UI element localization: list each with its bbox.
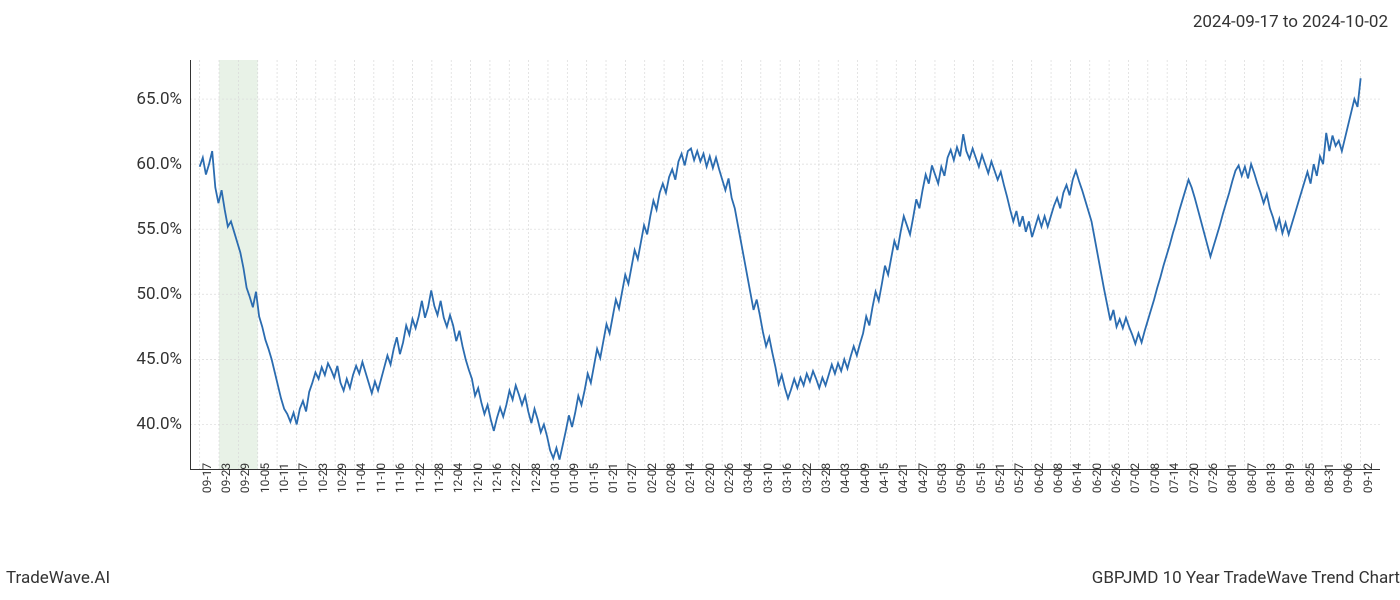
x-tick-label: 06-08 (1051, 463, 1065, 493)
y-tick-label: 45.0% (136, 349, 182, 369)
x-tick-label: 12-22 (509, 463, 523, 493)
x-tick-label: 08-13 (1264, 463, 1278, 493)
x-tick-label: 06-14 (1070, 463, 1084, 493)
x-tick-label: 11-10 (374, 463, 388, 493)
x-tick-label: 01-03 (548, 463, 562, 493)
y-tick-label: 50.0% (136, 284, 182, 304)
x-tick-label: 08-25 (1303, 463, 1317, 493)
x-tick-label: 04-03 (838, 463, 852, 493)
x-tick-label: 10-23 (316, 463, 330, 493)
x-tick-label: 03-22 (800, 463, 814, 493)
x-tick-label: 09-23 (219, 463, 233, 493)
x-tick-label: 07-26 (1206, 463, 1220, 493)
x-tick-label: 09-29 (238, 463, 252, 493)
plot-axes (190, 60, 1380, 470)
x-tick-label: 06-20 (1090, 463, 1104, 493)
x-tick-label: 01-15 (587, 463, 601, 493)
x-tick-label: 05-15 (974, 463, 988, 493)
x-tick-label: 03-28 (819, 463, 833, 493)
x-tick-label: 02-26 (722, 463, 736, 493)
x-tick-label: 10-05 (258, 463, 272, 493)
y-tick-label: 60.0% (136, 154, 182, 174)
x-tick-label: 11-28 (432, 463, 446, 493)
x-tick-label: 09-06 (1341, 463, 1355, 493)
y-tick-label: 55.0% (136, 219, 182, 239)
x-tick-label: 03-04 (741, 463, 755, 493)
x-tick-label: 12-04 (451, 463, 465, 493)
x-tick-label: 11-04 (354, 463, 368, 493)
chart-caption: GBPJMD 10 Year TradeWave Trend Chart (1092, 568, 1400, 588)
x-tick-label: 01-09 (567, 463, 581, 493)
x-tick-label: 09-12 (1361, 463, 1375, 493)
x-tick-label: 04-09 (858, 463, 872, 493)
y-tick-label: 40.0% (136, 414, 182, 434)
x-tick-label: 10-11 (277, 463, 291, 493)
date-range-label: 2024-09-17 to 2024-10-02 (1193, 12, 1388, 32)
x-tick-label: 07-02 (1128, 463, 1142, 493)
x-tick-label: 10-29 (335, 463, 349, 493)
x-tick-label: 04-21 (896, 463, 910, 493)
x-tick-label: 03-16 (780, 463, 794, 493)
x-tick-label: 02-14 (683, 463, 697, 493)
x-tick-label: 02-02 (645, 463, 659, 493)
x-tick-label: 04-27 (916, 463, 930, 493)
x-tick-label: 07-14 (1167, 463, 1181, 493)
x-tick-label: 08-31 (1322, 463, 1336, 493)
x-tick-label: 08-19 (1283, 463, 1297, 493)
x-tick-label: 05-03 (935, 463, 949, 493)
x-tick-label: 12-16 (490, 463, 504, 493)
x-tick-label: 12-10 (471, 463, 485, 493)
x-tick-label: 05-27 (1012, 463, 1026, 493)
x-tick-label: 08-07 (1245, 463, 1259, 493)
x-tick-label: 11-22 (413, 463, 427, 493)
x-tick-label: 10-17 (296, 463, 310, 493)
x-tick-label: 02-20 (703, 463, 717, 493)
x-tick-label: 01-27 (625, 463, 639, 493)
x-tick-label: 04-15 (877, 463, 891, 493)
x-tick-label: 12-28 (529, 463, 543, 493)
chart-container: 2024-09-17 to 2024-10-02 TradeWave.AI GB… (0, 0, 1400, 600)
x-tick-label: 07-20 (1187, 463, 1201, 493)
y-tick-label: 65.0% (136, 89, 182, 109)
x-tick-label: 11-16 (393, 463, 407, 493)
x-tick-label: 05-21 (993, 463, 1007, 493)
x-tick-label: 09-17 (200, 463, 214, 493)
x-tick-label: 02-08 (664, 463, 678, 493)
x-tick-label: 06-02 (1032, 463, 1046, 493)
x-tick-label: 07-08 (1148, 463, 1162, 493)
x-tick-label: 06-26 (1109, 463, 1123, 493)
x-tick-label: 08-01 (1225, 463, 1239, 493)
x-tick-label: 05-09 (954, 463, 968, 493)
x-tick-label: 01-21 (606, 463, 620, 493)
x-tick-label: 03-10 (761, 463, 775, 493)
brand-label: TradeWave.AI (6, 568, 110, 588)
